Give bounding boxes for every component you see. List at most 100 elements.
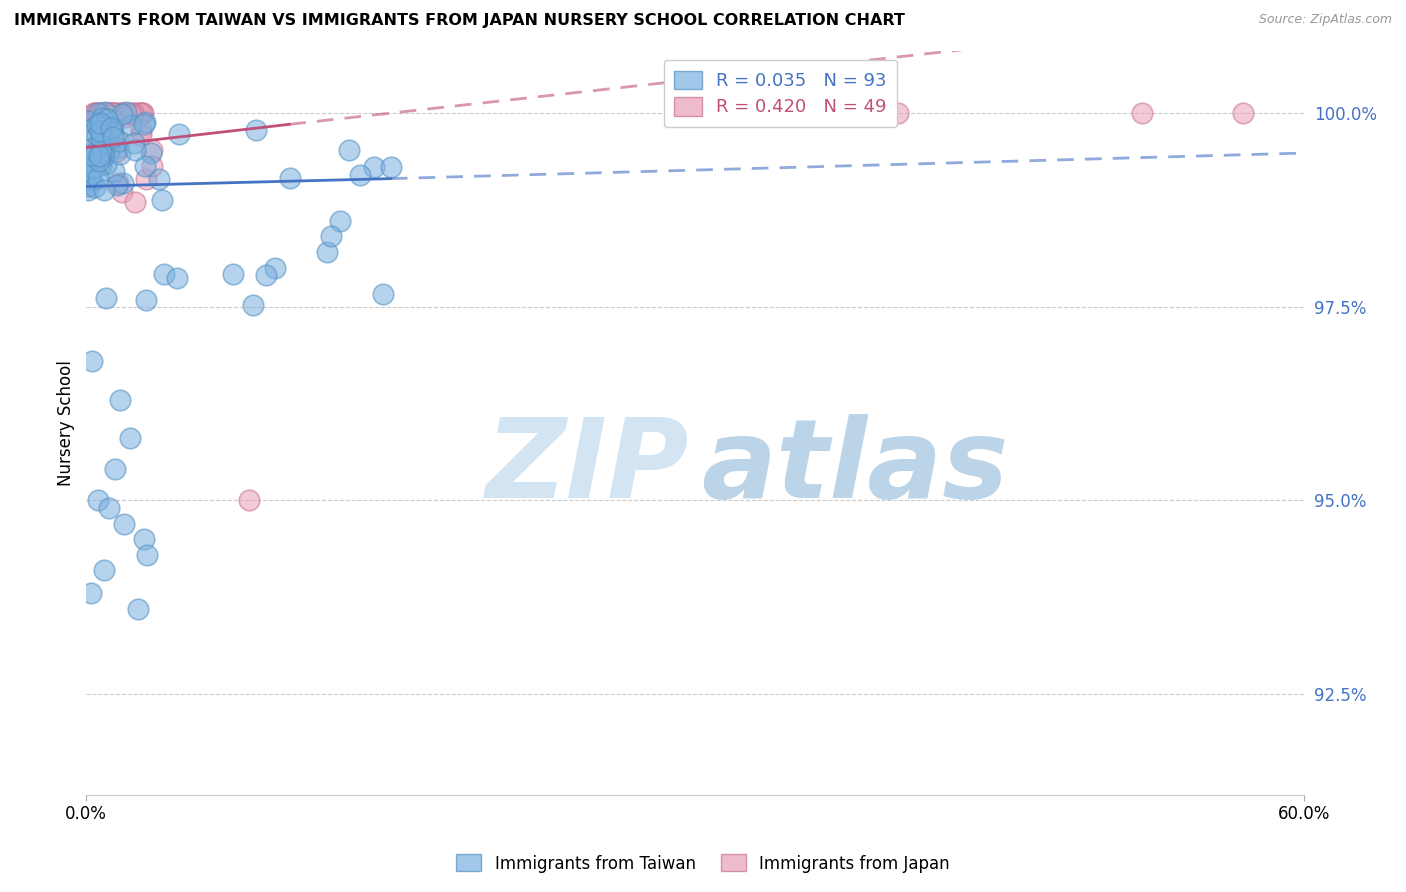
Point	[82, 155, 104, 169]
Point	[141, 143, 163, 157]
Point	[111, 105, 134, 120]
Point	[87, 105, 110, 120]
Point	[167, 127, 190, 141]
Point	[105, 144, 128, 158]
Point	[132, 532, 155, 546]
Point	[264, 261, 287, 276]
Point	[84, 180, 107, 194]
Point	[108, 392, 131, 407]
Point	[83, 158, 105, 172]
Point	[153, 267, 176, 281]
Point	[96, 105, 118, 120]
Point	[101, 125, 124, 139]
Point	[132, 117, 155, 131]
Point	[121, 105, 143, 120]
Point	[80, 148, 103, 162]
Point	[363, 160, 385, 174]
Point	[89, 126, 111, 140]
Point	[91, 128, 114, 142]
Point	[222, 267, 245, 281]
Point	[166, 270, 188, 285]
Point	[91, 105, 114, 120]
Point	[103, 113, 125, 128]
Point	[89, 116, 111, 130]
Point	[111, 107, 134, 121]
Point	[349, 168, 371, 182]
Point	[91, 135, 114, 149]
Point	[683, 105, 706, 120]
Point	[134, 159, 156, 173]
Point	[129, 105, 152, 120]
Point	[104, 462, 127, 476]
Text: Source: ZipAtlas.com: Source: ZipAtlas.com	[1258, 13, 1392, 27]
Point	[135, 548, 157, 562]
Point	[112, 516, 135, 531]
Point	[96, 291, 118, 305]
Point	[86, 120, 108, 134]
Point	[90, 145, 112, 159]
Point	[141, 159, 163, 173]
Legend: R = 0.035   N = 93, R = 0.420   N = 49: R = 0.035 N = 93, R = 0.420 N = 49	[664, 60, 897, 128]
Point	[108, 146, 131, 161]
Point	[91, 111, 114, 125]
Point	[135, 172, 157, 186]
Point	[89, 124, 111, 138]
Point	[103, 164, 125, 178]
Point	[97, 105, 120, 120]
Point	[103, 120, 125, 135]
Point	[118, 105, 141, 120]
Point	[118, 431, 141, 445]
Point	[77, 114, 100, 128]
Point	[380, 160, 402, 174]
Point	[124, 195, 146, 210]
Point	[89, 154, 111, 169]
Point	[77, 123, 100, 137]
Text: atlas: atlas	[702, 414, 1008, 521]
Point	[89, 149, 111, 163]
Point	[1232, 105, 1254, 120]
Point	[254, 268, 277, 282]
Point	[105, 178, 128, 192]
Point	[96, 112, 118, 126]
Point	[90, 129, 112, 144]
Point	[104, 105, 127, 120]
Point	[129, 122, 152, 136]
Point	[90, 105, 112, 120]
Point	[120, 118, 142, 132]
Point	[83, 145, 105, 159]
Point	[110, 105, 132, 120]
Point	[87, 106, 110, 120]
Point	[148, 172, 170, 186]
Point	[152, 193, 174, 207]
Point	[94, 157, 117, 171]
Point	[315, 244, 337, 259]
Y-axis label: Nursery School: Nursery School	[58, 360, 75, 486]
Point	[131, 105, 153, 120]
Point	[98, 108, 121, 122]
Point	[128, 105, 150, 120]
Point	[97, 144, 120, 158]
Point	[98, 136, 121, 151]
Point	[134, 114, 156, 128]
Point	[141, 145, 163, 160]
Point	[280, 170, 302, 185]
Point	[90, 158, 112, 172]
Point	[122, 136, 145, 150]
Point	[80, 354, 103, 368]
Point	[83, 105, 105, 120]
Point	[129, 128, 152, 142]
Point	[115, 104, 138, 119]
Point	[87, 493, 110, 508]
Point	[80, 141, 103, 155]
Point	[120, 107, 142, 121]
Point	[107, 176, 129, 190]
Point	[84, 105, 107, 120]
Point	[94, 111, 117, 125]
Point	[80, 586, 103, 600]
Point	[124, 105, 146, 120]
Point	[337, 143, 360, 157]
Point	[83, 161, 105, 175]
Point	[114, 105, 136, 120]
Point	[329, 214, 352, 228]
Point	[77, 183, 100, 197]
